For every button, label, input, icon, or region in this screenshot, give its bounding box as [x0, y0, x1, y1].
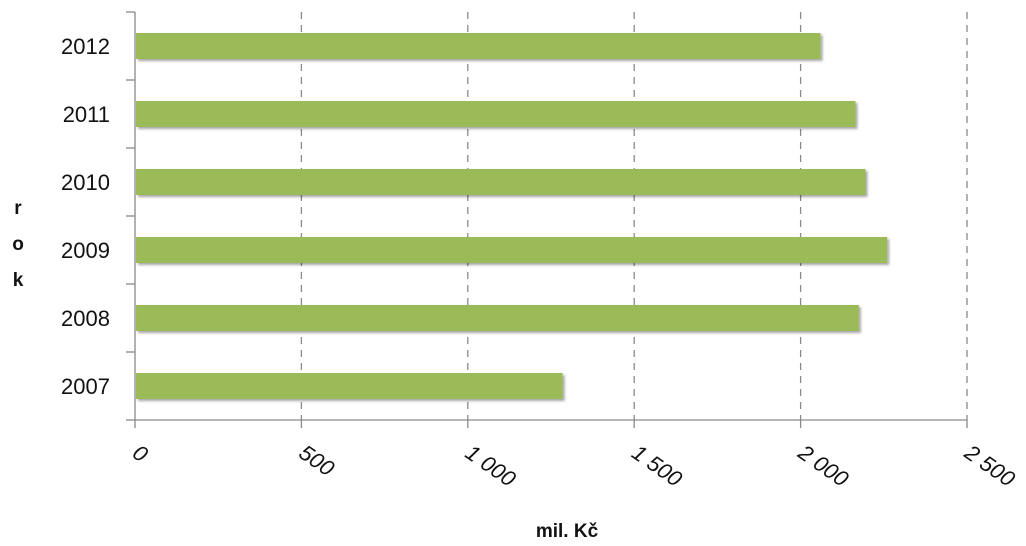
bar-2009 — [136, 237, 888, 263]
x-tick-label-1000: 1 000 — [461, 440, 521, 492]
x-tick-label-2000: 2 000 — [793, 439, 854, 492]
y-tick-label-2007: 2007 — [61, 374, 110, 399]
y-tick-label-2011: 2011 — [63, 102, 110, 127]
bar-2007 — [136, 373, 563, 399]
bar-2010 — [136, 169, 866, 195]
bar-2012 — [136, 33, 821, 59]
y-tick-label-2012: 2012 — [61, 34, 110, 59]
y-tick-label-2010: 2010 — [61, 170, 110, 195]
axes — [126, 11, 968, 428]
x-axis-title: mil. Kč — [536, 521, 599, 542]
bars — [136, 33, 888, 399]
y-tick-label-2009: 2009 — [61, 238, 110, 263]
bar-2011 — [136, 101, 856, 127]
x-tick-label-0: 0 — [128, 440, 153, 468]
x-tick-label-2500: 2 500 — [959, 439, 1020, 492]
x-tick-label-500: 500 — [295, 440, 340, 482]
x-tick-label-1500: 1 500 — [627, 440, 687, 492]
gridlines — [300, 12, 968, 420]
y-tick-label-2008: 2008 — [61, 306, 110, 331]
bar-2008 — [136, 305, 859, 331]
